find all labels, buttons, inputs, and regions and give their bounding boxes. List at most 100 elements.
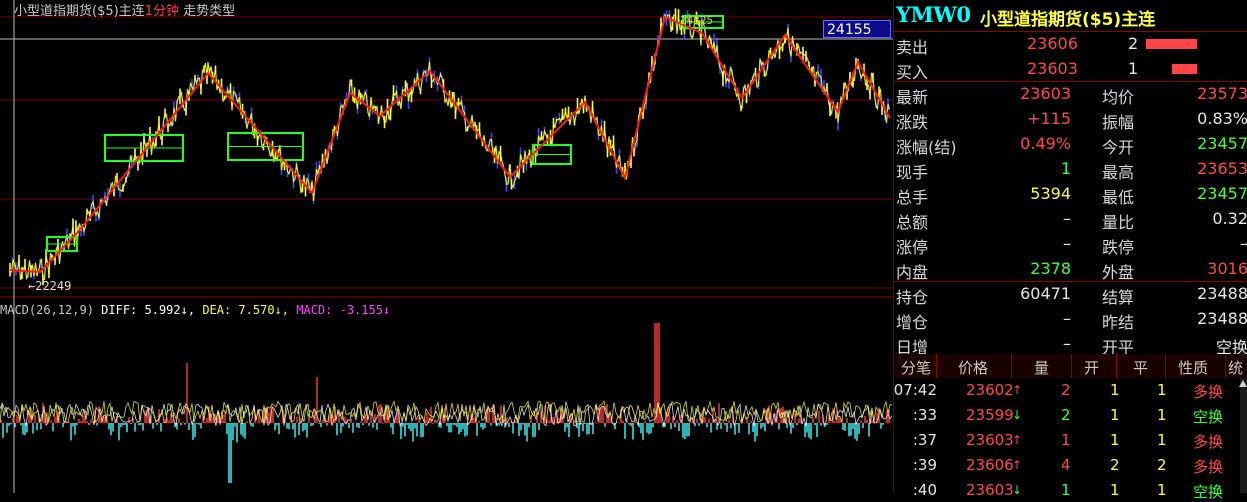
buy-volume-bar — [1172, 64, 1197, 74]
tick-col-stat[interactable]: 统 — [1228, 359, 1244, 377]
cursor-price-box: 24155 — [823, 20, 891, 38]
tick-row[interactable]: :33 23599 ↓ 2 1 1 空换 — [894, 403, 1247, 427]
chart-symbol-name: 小型道指期货($5)主连 — [14, 4, 145, 19]
macd-value: MACD: -3.155↓ — [296, 303, 391, 317]
stat-label: 涨跌 — [896, 113, 929, 132]
tick-close: 2 — [1157, 456, 1167, 474]
stat-value: 2378 — [1030, 259, 1071, 278]
stat-value: 3016 — [1207, 259, 1247, 278]
stat-value: 23457 — [1197, 134, 1247, 153]
stat-value: – — [1063, 334, 1071, 353]
macd-dea: DEA: 7.570↓, — [202, 303, 290, 317]
stat-value: 60471 — [1020, 284, 1071, 303]
tick-col-volume[interactable]: 量 — [1034, 359, 1050, 377]
stat-value: 1 — [1060, 159, 1071, 178]
divider — [894, 81, 1247, 82]
scroll-up-icon[interactable] — [1239, 380, 1247, 387]
tick-price: 23602 — [966, 381, 1014, 399]
stat-value: 23457 — [1197, 184, 1247, 203]
stat-label: 涨停 — [896, 238, 929, 257]
tick-nature: 多换 — [1193, 458, 1224, 476]
tick-col-close[interactable]: 平 — [1133, 359, 1149, 377]
stat-label: 最低 — [1102, 188, 1135, 207]
stat-value: – — [1063, 209, 1071, 228]
arrow-down-icon: ↓ — [1012, 483, 1023, 497]
tick-col-open[interactable]: 开 — [1084, 359, 1100, 377]
stat-row: 增仓 – 昨结 23488 — [894, 306, 1247, 332]
stat-value: 23573 — [1197, 84, 1247, 103]
stat-label: 最新 — [896, 88, 929, 107]
tick-open: 1 — [1110, 381, 1120, 399]
tick-close: 1 — [1157, 481, 1167, 499]
buy-price: 23603 — [1027, 59, 1078, 78]
stat-row: 涨幅(结) 0.49% 今开 23457 — [894, 131, 1247, 157]
tick-volume: 2 — [1061, 406, 1071, 424]
tick-close: 1 — [1157, 406, 1167, 424]
stat-label: 现手 — [896, 163, 929, 182]
chart-period[interactable]: 1分钟 — [144, 4, 179, 19]
tick-row[interactable]: :37 23603 ↑ 1 1 1 多换 — [894, 428, 1247, 452]
sell-row: 卖出 23606 2 — [894, 31, 1247, 57]
tick-volume: 1 — [1061, 431, 1071, 449]
macd-diff: DIFF: 5.992↓, — [101, 303, 196, 317]
chart-title: 小型道指期货($5)主连1分钟 走势类型 — [14, 0, 235, 19]
arrow-down-icon: ↓ — [1012, 408, 1023, 422]
stat-label: 日增 — [896, 338, 929, 357]
stat-label: 结算 — [1102, 288, 1135, 307]
tick-col-nature[interactable]: 性质 — [1178, 359, 1209, 377]
buy-row: 买入 23603 1 — [894, 56, 1247, 82]
high-price-label: 24325 — [680, 14, 714, 27]
sell-volume: 2 — [1128, 34, 1139, 53]
stat-label: 开平 — [1102, 338, 1135, 357]
tick-price: 23599 — [966, 406, 1014, 424]
symbol-name: 小型道指期货($5)主连 — [980, 10, 1156, 30]
tick-close: 1 — [1157, 381, 1167, 399]
price-chart[interactable] — [0, 0, 893, 493]
stat-value: – — [1063, 309, 1071, 328]
stat-label: 外盘 — [1102, 263, 1135, 282]
stat-label: 内盘 — [896, 263, 929, 282]
stat-value: 5394 — [1030, 184, 1071, 203]
tick-time: :37 — [912, 431, 937, 449]
arrow-up-icon: ↑ — [1012, 433, 1023, 447]
tick-open: 1 — [1110, 406, 1120, 424]
stat-value: 23488 — [1197, 284, 1247, 303]
stat-label: 涨幅(结) — [896, 138, 957, 157]
sell-label: 卖出 — [896, 38, 929, 57]
tick-close: 1 — [1157, 431, 1167, 449]
stat-row: 持仓 60471 结算 23488 — [894, 281, 1247, 307]
stat-value: +115 — [1027, 109, 1071, 128]
quote-panel: YMW0 小型道指期货($5)主连 卖出 23606 2 买入 23603 1 … — [893, 0, 1247, 501]
tick-row[interactable]: :39 23606 ↑ 4 2 2 多换 — [894, 453, 1247, 477]
arrow-up-icon: ↑ — [1012, 458, 1023, 472]
tick-row[interactable]: :40 23603 ↓ 1 1 1 空换 — [894, 478, 1247, 502]
stat-row: 涨停 – 跌停 – — [894, 231, 1247, 257]
tick-volume: 4 — [1061, 456, 1071, 474]
tick-scrollbar[interactable] — [1240, 378, 1247, 493]
symbol-code: YMW0 — [896, 2, 971, 27]
divider — [894, 281, 1247, 282]
divider — [894, 31, 1247, 32]
stat-row: 现手 1 最高 23653 — [894, 156, 1247, 182]
diff-line — [0, 402, 893, 428]
stat-value: 23603 — [1020, 84, 1071, 103]
tick-col-time[interactable]: 分笔 — [901, 359, 932, 377]
stat-label: 今开 — [1102, 138, 1135, 157]
stat-value: – — [1240, 234, 1247, 253]
stat-label: 振幅 — [1102, 113, 1135, 132]
sell-price: 23606 — [1027, 34, 1078, 53]
stat-row: 日增 – 开平 空换 — [894, 331, 1247, 357]
tick-open: 1 — [1110, 431, 1120, 449]
stat-value: 空换 — [1215, 338, 1247, 357]
tick-col-price[interactable]: 价格 — [958, 359, 989, 377]
tick-nature: 多换 — [1193, 433, 1224, 451]
low-price-label: ←22249 — [28, 279, 72, 293]
stat-label: 昨结 — [1102, 313, 1135, 332]
tick-nature: 空换 — [1193, 408, 1224, 426]
dea-line — [0, 400, 893, 425]
buy-label: 买入 — [896, 63, 929, 82]
chart-area[interactable]: 小型道指期货($5)主连1分钟 走势类型 ←22249 24325 24155 … — [0, 0, 893, 493]
stat-label: 量比 — [1102, 213, 1135, 232]
tick-row[interactable]: 07:42 23602 ↑ 2 1 1 多换 — [894, 378, 1247, 402]
tick-time: :39 — [912, 456, 937, 474]
